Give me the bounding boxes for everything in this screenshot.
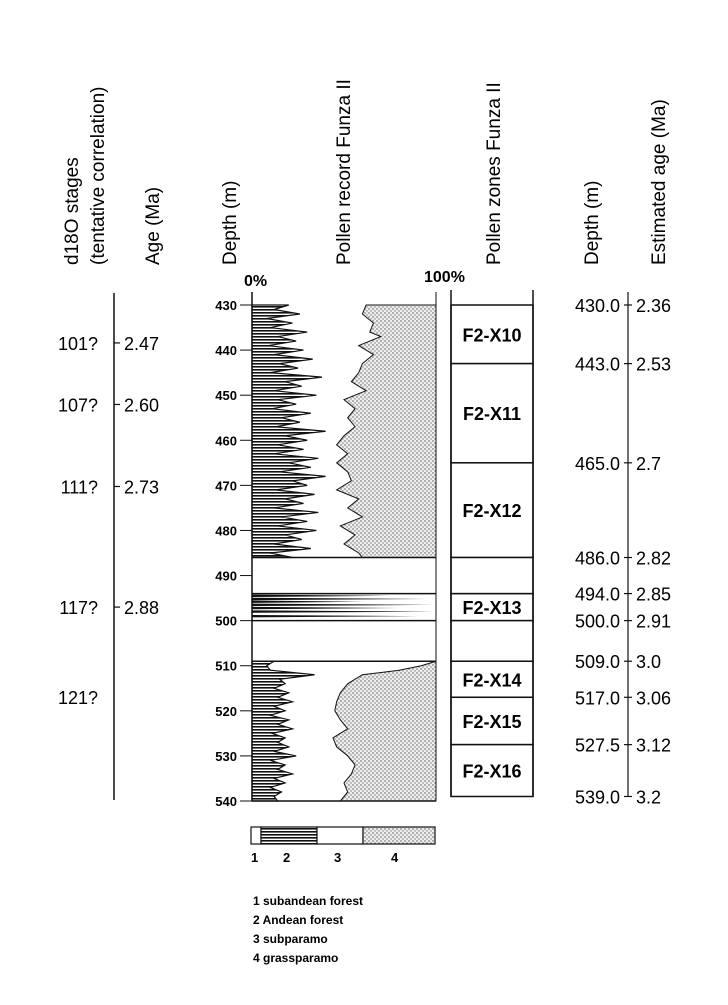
grassparamo-area-upper — [335, 304, 437, 559]
depth-value: 500.0 — [575, 612, 620, 632]
depth-tick-label: 470 — [215, 478, 237, 493]
header-depth-left: Depth (m) — [220, 181, 241, 265]
record-spike-1 — [252, 597, 427, 601]
age-tick-label: 2.47 — [124, 334, 159, 354]
depth-tick-label: 480 — [215, 523, 237, 538]
record-spike-4 — [252, 606, 400, 610]
record-spike-3 — [252, 603, 433, 607]
depth-value: 443.0 — [575, 355, 620, 375]
depth-value: 494.0 — [575, 585, 620, 605]
grassparamo-area-lower — [332, 660, 437, 802]
pollen-zone-box — [450, 462, 534, 559]
age-tick-label: 2.73 — [124, 477, 159, 497]
d18o-stage-label: 111? — [61, 477, 98, 497]
depth-tick-label: 530 — [215, 749, 237, 764]
header-depth-right: Depth (m) — [582, 181, 603, 265]
depth-tick-label: 500 — [215, 614, 237, 629]
d18o-stage-label: 107? — [58, 395, 98, 415]
legend-item-1: 1 subandean forest — [253, 894, 363, 908]
depth-tick-label: 520 — [215, 704, 237, 719]
pollen-zones-column: F2-X10 F2-X11 F2-X12 F2-X13 F2-X14 F2-X15 F2-X… — [450, 290, 534, 798]
depth-tick-label: 540 — [215, 794, 237, 809]
depth-tick-label: 440 — [215, 343, 237, 358]
depth-tick-label: 490 — [215, 569, 237, 584]
age-tick-label: 2.88 — [124, 598, 159, 618]
header-estimated-age: Estimated age (Ma) — [649, 99, 670, 265]
header-pollen-zones: Pollen zones Funza II — [484, 82, 505, 265]
estimated-age-value: 2.53 — [636, 355, 671, 375]
record-spike-6 — [252, 614, 418, 618]
legend-swatch-andean — [260, 826, 318, 845]
pollen-zone-label: F2-X12 — [462, 501, 521, 521]
legend-swatch-subparamo — [316, 826, 364, 845]
depth-value: 430.0 — [575, 296, 620, 316]
pollen-zone-label: F2-X11 — [463, 404, 521, 424]
record-spike-2 — [252, 600, 363, 603]
percent-right-label: 100% — [424, 269, 465, 286]
estimated-age-value: 2.36 — [636, 296, 671, 316]
record-spike-5 — [252, 610, 435, 613]
legend-swatch-subandean — [250, 826, 262, 845]
depth-tick-label: 460 — [215, 433, 237, 448]
legend-item-2: 2 Andean forest — [253, 913, 343, 927]
pollen-zone-box — [450, 362, 534, 464]
percent-left-label: 0% — [244, 273, 267, 290]
d18o-stage-label: 121? — [58, 688, 98, 708]
pollen-zone-label: F2-X10 — [462, 325, 521, 345]
legend-number-3: 3 — [334, 850, 341, 865]
estimated-age-value: 2.85 — [636, 585, 671, 605]
header-pollen-record: Pollen record Funza II — [334, 79, 355, 265]
andean-forest-area-lower — [251, 660, 315, 802]
pollen-zone-label: F2-X13 — [462, 598, 521, 618]
depth-tick-label: 430 — [215, 298, 237, 313]
header-d18o-line2: (tentative correlation) — [88, 87, 109, 265]
gap-box — [450, 619, 534, 662]
pollen-zone-box — [450, 696, 534, 746]
record-spike-0 — [252, 594, 390, 598]
estimated-age-value: 2.82 — [636, 549, 671, 569]
depth-value: 539.0 — [575, 787, 620, 807]
depth-value: 517.0 — [575, 688, 620, 708]
legend-number-2: 2 — [283, 850, 290, 865]
estimated-age-value: 3.0 — [636, 652, 661, 672]
depth-axis: 430 440 450 460 470 480 490 500 510 520 530 540 — [215, 298, 252, 809]
depth-age-table: 430.0 2.36 443.0 2.53 465.0 2.7 486.0 2.82 494.0… — [575, 292, 671, 807]
depth-value: 486.0 — [575, 549, 620, 569]
estimated-age-value: 2.7 — [636, 454, 661, 474]
legend-number-1: 1 — [251, 850, 258, 865]
column-headers: d18O stages (tentative correlation) Age … — [62, 79, 670, 265]
pollen-zone-label: F2-X16 — [462, 762, 521, 782]
depth-value: 527.5 — [575, 736, 620, 756]
depth-tick-label: 510 — [215, 659, 237, 674]
pollen-zone-box — [450, 743, 534, 798]
estimated-age-value: 3.2 — [636, 787, 661, 807]
gap-box — [450, 556, 534, 595]
legend-item-4: 4 grassparamo — [253, 951, 338, 965]
header-age: Age (Ma) — [143, 187, 164, 265]
age-axis: 101? 107? 111? 117? 121? 2.47 2.60 2.73 2.88 — [58, 293, 159, 800]
legend-item-3: 3 subparamo — [253, 932, 328, 946]
legend-swatch-grassparamo — [362, 826, 436, 845]
d18o-stage-label: 117? — [59, 598, 98, 618]
age-tick-label: 2.60 — [124, 395, 159, 415]
andean-forest-area-upper — [251, 304, 326, 559]
legend: 1 2 3 4 1 subandean forest 2 Andean fore… — [250, 826, 436, 965]
pollen-zone-label: F2-X15 — [462, 712, 521, 732]
header-d18o-line1: d18O stages — [62, 157, 83, 265]
estimated-age-value: 3.06 — [636, 688, 671, 708]
pollen-record-plot — [251, 292, 437, 802]
estimated-age-value: 3.12 — [636, 736, 671, 756]
depth-value: 465.0 — [575, 454, 620, 474]
d18o-stage-label: 101? — [58, 334, 98, 354]
depth-tick-label: 450 — [215, 388, 237, 403]
depth-value: 509.0 — [575, 652, 620, 672]
estimated-age-value: 2.91 — [636, 612, 671, 632]
pollen-zone-box — [450, 304, 534, 365]
legend-number-4: 4 — [391, 850, 399, 865]
pollen-zone-label: F2-X14 — [462, 670, 521, 690]
